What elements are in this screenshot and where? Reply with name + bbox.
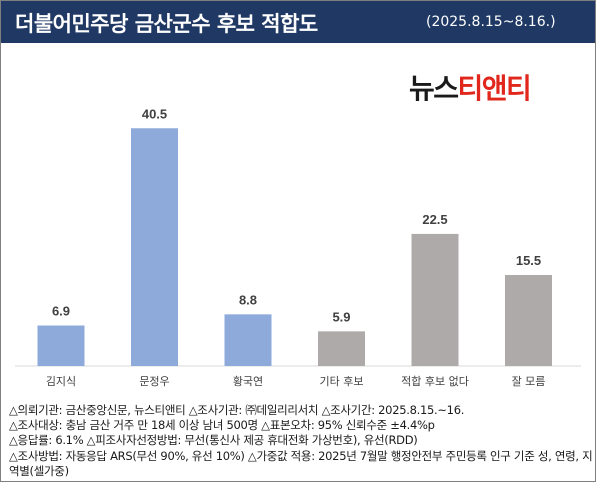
bar <box>318 331 365 366</box>
note-line-4: △조사방법: 자동응답 ARS(무선 90%, 유선 10%) △가중값 적용:… <box>9 448 593 478</box>
logo-part-tnt: 티앤티 <box>457 72 532 105</box>
page-title: 더불어민주당 금산군수 후보 적합도 <box>15 12 318 36</box>
bar <box>131 128 178 366</box>
data-label: 8.8 <box>239 292 257 307</box>
bar-chart: 6.9 김지식 40.5 문정우 8.8 황국연 5.9 기타 후보 22.5 적합 후보 없다 1… <box>15 106 581 388</box>
data-label: 6.9 <box>52 303 70 318</box>
note-line-3: △응답률: 6.1% △피조사자선정방법: 무선(통신사 제공 휴대전화 가상번… <box>9 433 418 448</box>
survey-notes: △의뢰기관: 금산중앙신문, 뉴스티앤티 △조사기관: ㈜데일리리서치 △조사기… <box>9 403 593 479</box>
header-bar: 더불어민주당 금산군수 후보 적합도 (2025.8.15~8.16.) <box>1 1 595 43</box>
category-label: 문정우 <box>139 375 169 388</box>
category-label: 김지식 <box>46 375 76 388</box>
category-label: 잘 모름 <box>512 375 546 388</box>
note-line-1: △의뢰기관: 금산중앙신문, 뉴스티앤티 △조사기관: ㈜데일리리서치 △조사기… <box>9 403 465 417</box>
bar <box>505 275 552 366</box>
category-label: 황국연 <box>233 375 263 388</box>
bar <box>37 325 85 366</box>
data-label: 22.5 <box>422 212 447 227</box>
data-label: 5.9 <box>332 309 350 324</box>
logo-part-news: 뉴스 <box>409 72 459 105</box>
category-label: 기타 후보 <box>320 375 364 388</box>
survey-period: (2025.8.15~8.16.) <box>426 14 556 30</box>
news-logo: 뉴스티앤티 <box>409 67 532 107</box>
category-label: 적합 후보 없다 <box>401 375 469 388</box>
note-line-2: △조사대상: 충남 금산 거주 만 18세 이상 남녀 500명 △표본오차: … <box>9 418 435 433</box>
bar <box>411 233 459 366</box>
data-label: 15.5 <box>516 253 541 268</box>
data-label: 40.5 <box>142 106 167 121</box>
bar <box>224 314 272 366</box>
